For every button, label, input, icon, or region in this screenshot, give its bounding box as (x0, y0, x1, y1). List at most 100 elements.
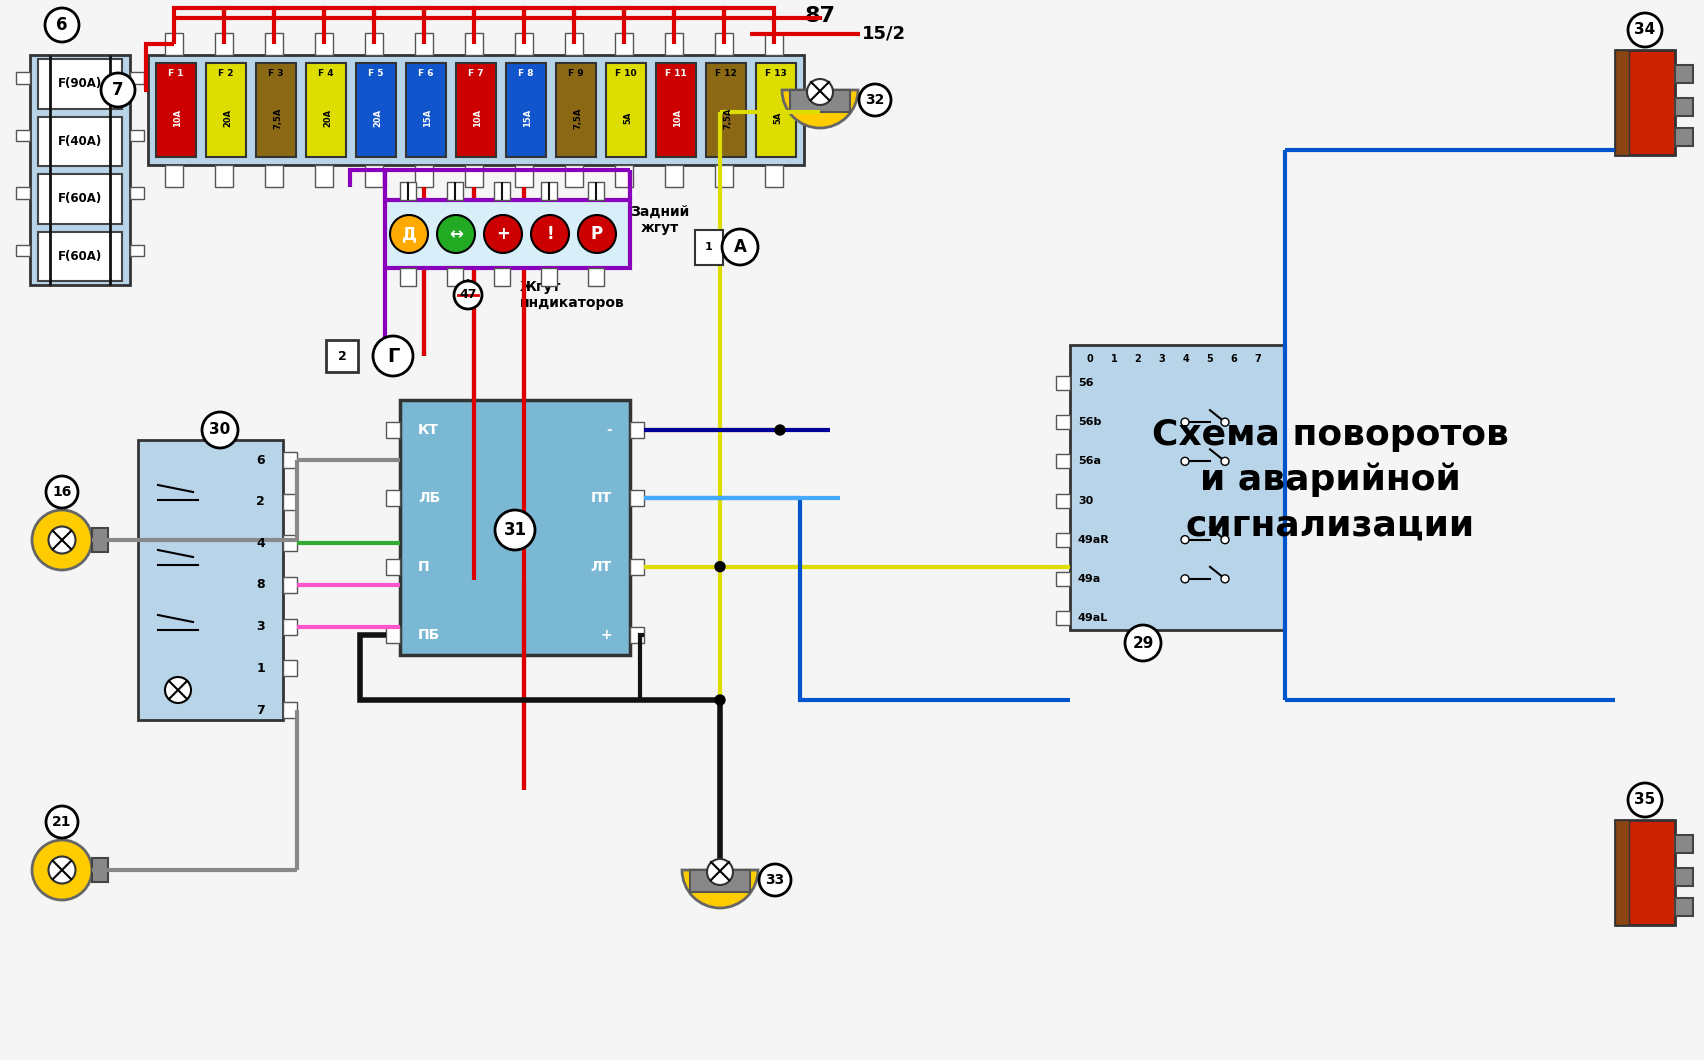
Text: F 8: F 8 (518, 69, 533, 77)
Circle shape (32, 510, 92, 570)
Circle shape (46, 476, 78, 508)
Bar (1070, 344, 1285, 630)
Circle shape (1222, 457, 1229, 465)
Text: F 11: F 11 (665, 69, 687, 77)
Bar (705, 63, 746, 157)
Bar (92, 528, 107, 552)
Text: 1: 1 (256, 661, 266, 675)
Circle shape (48, 856, 75, 883)
Bar (1675, 835, 1694, 853)
Text: +: + (600, 628, 612, 642)
Text: 1: 1 (1111, 354, 1118, 364)
Circle shape (484, 215, 521, 253)
Bar (400, 268, 416, 286)
Text: 30: 30 (210, 423, 230, 438)
Circle shape (1627, 783, 1661, 817)
Bar (283, 494, 296, 510)
Text: 0: 0 (1087, 354, 1094, 364)
Text: 56a: 56a (1079, 457, 1101, 466)
Bar (256, 63, 296, 157)
Circle shape (436, 215, 475, 253)
Text: Задний
жгут: Задний жгут (630, 205, 690, 235)
Bar (130, 245, 145, 257)
Text: 6: 6 (256, 454, 266, 466)
Text: 3: 3 (1159, 354, 1166, 364)
Bar (148, 55, 804, 165)
Bar (716, 165, 733, 187)
Bar (690, 870, 750, 893)
Bar (515, 165, 533, 187)
Bar (130, 129, 145, 141)
Text: 21: 21 (53, 815, 72, 829)
Bar (325, 340, 358, 372)
Bar (630, 628, 644, 643)
Text: 32: 32 (866, 93, 884, 107)
Text: 5A: 5A (624, 111, 632, 124)
Bar (446, 268, 463, 286)
Circle shape (716, 562, 724, 571)
Bar (416, 165, 433, 187)
Bar (215, 165, 233, 187)
Text: F(60A): F(60A) (58, 250, 102, 263)
Text: F 2: F 2 (218, 69, 233, 77)
Bar (791, 90, 850, 112)
Text: ↔: ↔ (450, 225, 463, 243)
Bar (215, 33, 233, 55)
Bar (665, 33, 683, 55)
Text: F(40A): F(40A) (58, 135, 102, 147)
Bar (400, 400, 630, 655)
Bar (37, 231, 123, 281)
Text: КТ: КТ (417, 423, 440, 437)
Bar (1675, 898, 1694, 916)
Circle shape (48, 527, 75, 553)
Text: 49aL: 49aL (1079, 613, 1108, 623)
Bar (1675, 128, 1694, 146)
Text: 56: 56 (1079, 378, 1094, 388)
Text: 7,5A: 7,5A (274, 107, 283, 128)
Bar (283, 660, 296, 676)
Circle shape (716, 695, 724, 705)
Bar (1056, 376, 1070, 390)
Text: 20A: 20A (324, 109, 332, 127)
Bar (315, 33, 332, 55)
Text: П: П (417, 560, 429, 573)
Bar (130, 72, 145, 84)
Text: 10A: 10A (174, 109, 182, 127)
Text: 31: 31 (503, 522, 527, 538)
Bar (1056, 533, 1070, 547)
Bar (37, 117, 123, 166)
Bar (1675, 868, 1694, 886)
Text: 5: 5 (1206, 354, 1213, 364)
Circle shape (453, 281, 482, 310)
Text: Д: Д (402, 225, 416, 243)
Bar (446, 182, 463, 200)
Text: 4: 4 (1183, 354, 1189, 364)
Bar (406, 63, 446, 157)
Circle shape (1627, 13, 1661, 47)
Bar (1056, 611, 1070, 625)
Circle shape (775, 425, 786, 435)
Bar (695, 230, 722, 265)
Bar (494, 268, 509, 286)
Text: 6: 6 (56, 16, 68, 34)
Bar (457, 63, 496, 157)
Text: 35: 35 (1634, 793, 1656, 808)
Bar (1615, 50, 1675, 155)
Circle shape (203, 412, 239, 448)
Text: 6: 6 (1230, 354, 1237, 364)
Bar (540, 268, 557, 286)
Text: 56b: 56b (1079, 418, 1101, 427)
Bar (494, 182, 509, 200)
Circle shape (1181, 457, 1189, 465)
Bar (1056, 494, 1070, 508)
Bar (356, 63, 395, 157)
Text: 87: 87 (804, 6, 835, 27)
Wedge shape (782, 90, 859, 128)
Text: 2: 2 (256, 495, 266, 508)
Text: F 7: F 7 (469, 69, 484, 77)
Bar (206, 63, 245, 157)
Bar (540, 182, 557, 200)
Text: 47: 47 (460, 288, 477, 301)
Text: 2: 2 (337, 350, 346, 363)
Text: +: + (496, 225, 509, 243)
